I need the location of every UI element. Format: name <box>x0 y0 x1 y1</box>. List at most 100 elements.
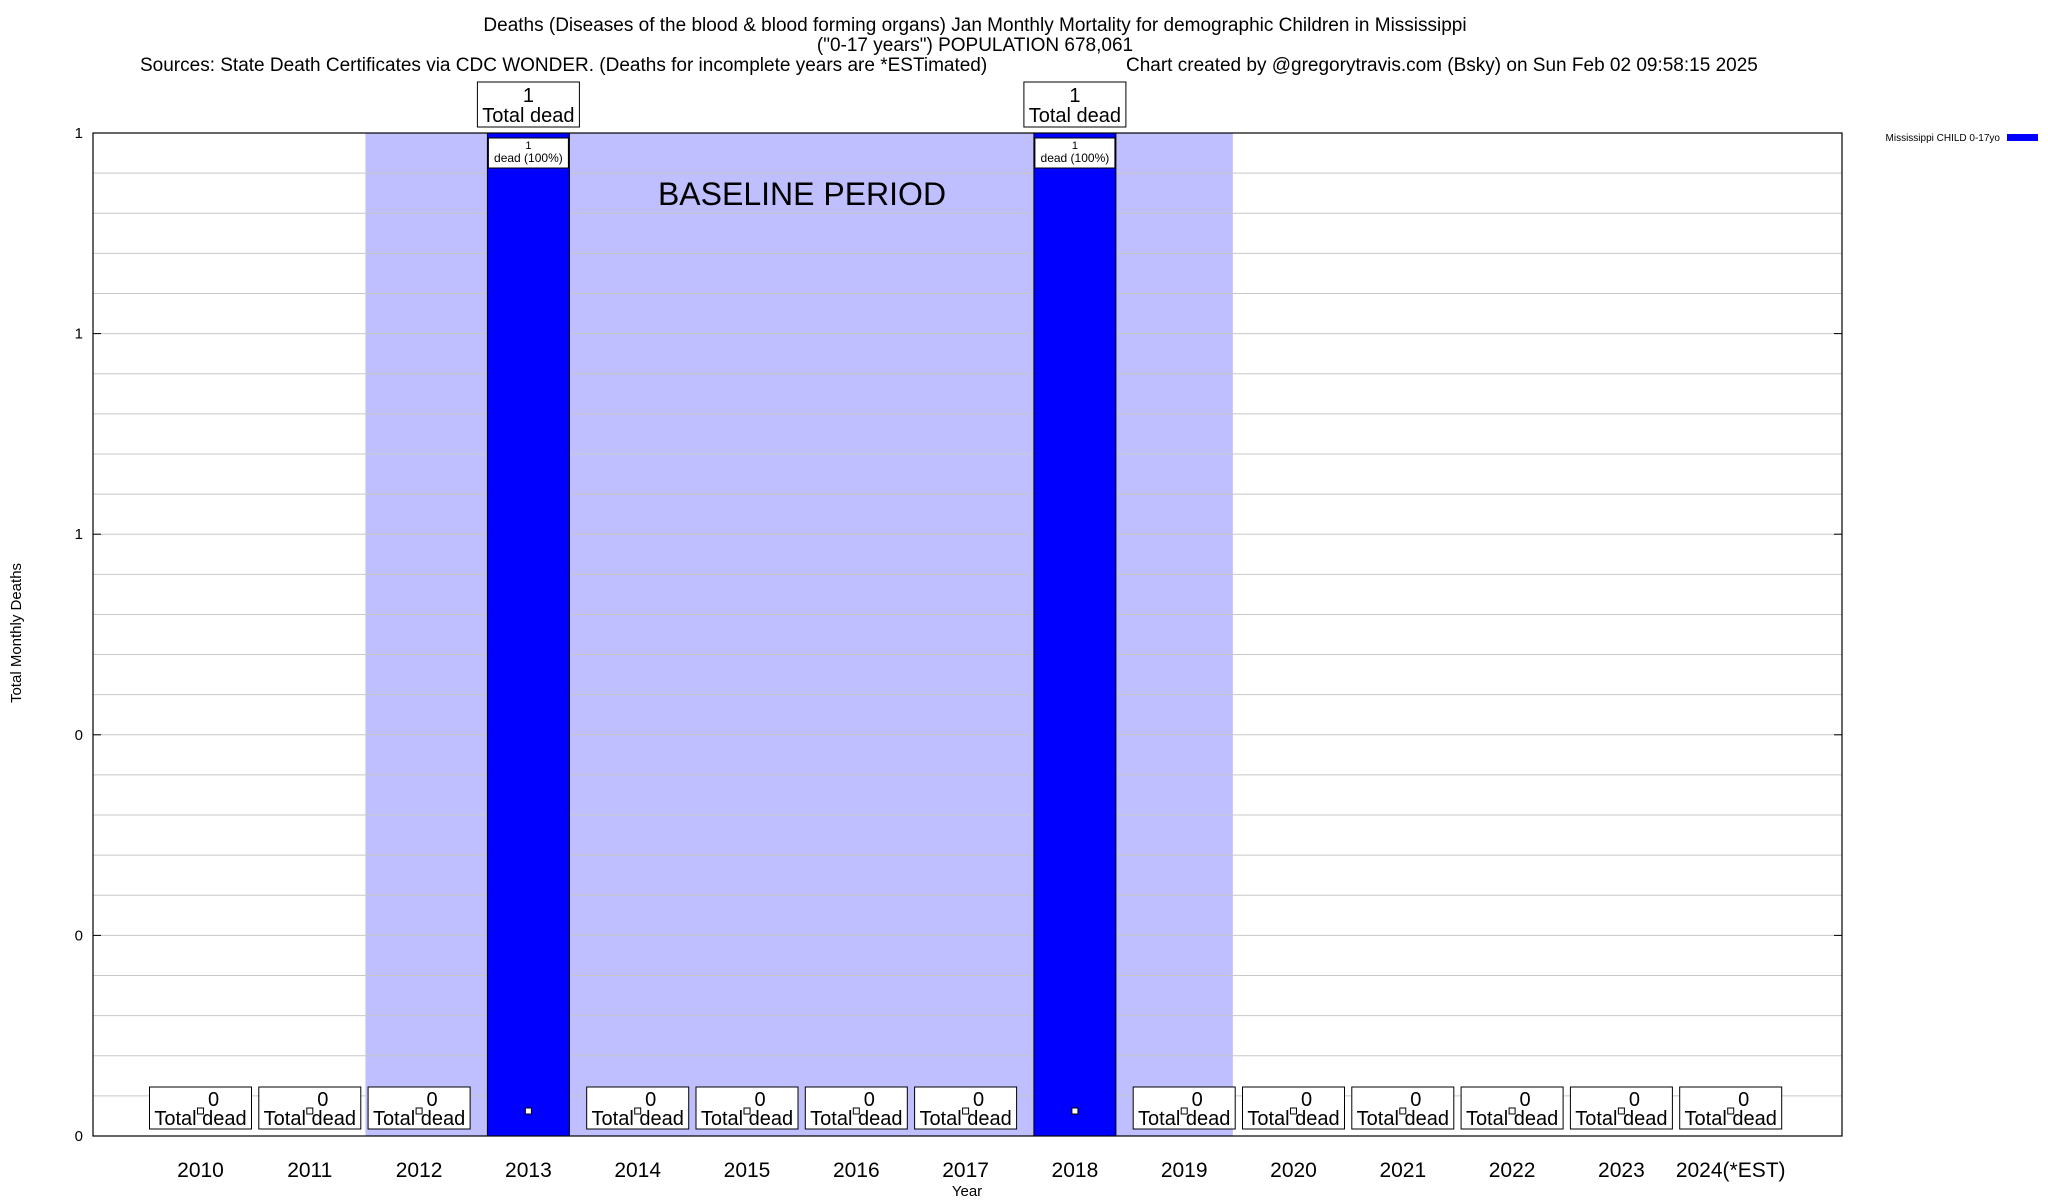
x-tick-label: 2012 <box>396 1159 443 1182</box>
total-label-text: Total dead <box>154 1108 246 1130</box>
x-tick-marker <box>962 1107 970 1115</box>
total-label-text: Total dead <box>592 1108 684 1130</box>
x-tick-marker <box>743 1107 751 1115</box>
x-axis-label: Year <box>952 1183 982 1200</box>
y-axis-label: Total Monthly Deaths <box>8 563 25 703</box>
total-label-value: 0 <box>973 1089 984 1111</box>
x-tick-label: 2024(*EST) <box>1676 1159 1786 1182</box>
plot-frame <box>92 132 1843 1137</box>
x-tick-marker <box>415 1107 423 1115</box>
total-label-text: Total dead <box>1685 1108 1777 1130</box>
x-tick-label: 2018 <box>1052 1159 1099 1182</box>
total-label-value: 1 <box>1069 85 1080 107</box>
x-tick-label: 2016 <box>833 1159 880 1182</box>
y-tick-label: 0 <box>75 727 83 744</box>
y-tick-label: 0 <box>75 927 83 944</box>
x-tick-marker <box>1399 1107 1407 1115</box>
bar-label-text: dead (100%) <box>494 151 563 165</box>
total-label-value: 0 <box>645 1089 656 1111</box>
total-label-text: Total dead <box>1138 1108 1230 1130</box>
total-label-box <box>586 1086 690 1130</box>
total-label-text: Total dead <box>264 1108 356 1130</box>
total-label-value: 0 <box>754 1089 765 1111</box>
total-label-value: 0 <box>208 1089 219 1111</box>
total-label-box <box>1023 81 1127 128</box>
bar-label-value: 1 <box>525 140 531 152</box>
total-label-box <box>804 1086 908 1130</box>
x-tick-label: 2014 <box>614 1159 661 1182</box>
total-label-value: 0 <box>1738 1089 1749 1111</box>
x-tick-label: 2013 <box>505 1159 552 1182</box>
total-label-text: Total dead <box>701 1108 793 1130</box>
baseline-label: BASELINE PERIOD <box>658 176 946 212</box>
x-tick-marker <box>306 1107 314 1115</box>
x-tick-label: 2019 <box>1161 1159 1208 1182</box>
x-tick-label: 2017 <box>942 1159 989 1182</box>
total-label-value: 1 <box>523 85 534 107</box>
x-tick-marker <box>1617 1107 1625 1115</box>
x-tick-marker <box>634 1107 642 1115</box>
y-tick-label: 0 <box>75 1128 83 1145</box>
total-label-text: Total dead <box>1029 105 1121 127</box>
x-tick-label: 2022 <box>1489 1159 1536 1182</box>
x-tick-marker <box>1180 1107 1188 1115</box>
y-tick-label: 1 <box>75 125 83 142</box>
x-tick-label: 2015 <box>724 1159 771 1182</box>
legend-swatch <box>2007 134 2038 141</box>
total-label-text: Total dead <box>373 1108 465 1130</box>
bar-label-value: 1 <box>1072 140 1078 152</box>
x-tick-label: 2010 <box>177 1159 224 1182</box>
x-tick-marker <box>197 1107 204 1115</box>
total-label-text: Total dead <box>919 1108 1011 1130</box>
total-label-text: Total dead <box>810 1108 902 1130</box>
total-label-value: 0 <box>1301 1089 1312 1111</box>
x-tick-marker <box>1290 1107 1297 1115</box>
total-label-value: 0 <box>427 1089 438 1111</box>
bar-label-box <box>487 137 569 169</box>
total-label-text: Total dead <box>1575 1108 1667 1130</box>
bar <box>486 132 570 1137</box>
y-tick-label: 1 <box>75 326 83 343</box>
legend: Mississippi CHILD 0-17yo <box>1886 133 2038 144</box>
total-label-value: 0 <box>317 1089 328 1111</box>
x-tick-marker <box>1727 1107 1735 1115</box>
total-label-text: Total dead <box>1466 1108 1558 1130</box>
x-tick-marker <box>852 1107 860 1115</box>
chart-sources: Sources: State Death Certificates via CD… <box>140 55 987 76</box>
bar-label-box <box>1034 137 1116 169</box>
total-label-box <box>476 81 580 128</box>
bar <box>1033 132 1117 1137</box>
chart-credit: Chart created by @gregorytravis.com (Bsk… <box>1126 55 1758 76</box>
total-label-text: Total dead <box>482 105 574 127</box>
x-tick-label: 2021 <box>1379 1159 1426 1182</box>
total-label-text: Total dead <box>1357 1108 1449 1130</box>
chart-subtitle: ("0-17 years") POPULATION 678,061 <box>817 35 1133 56</box>
x-tick-label: 2020 <box>1270 1159 1317 1182</box>
x-tick-label: 2023 <box>1598 1159 1645 1182</box>
x-tick-label: 2011 <box>287 1159 332 1182</box>
x-tick-marker <box>524 1107 532 1115</box>
y-tick-label: 1 <box>75 526 83 543</box>
x-tick-marker <box>1508 1107 1516 1115</box>
total-label-value: 0 <box>1520 1089 1531 1111</box>
legend-label: Mississippi CHILD 0-17yo <box>1886 133 2001 144</box>
total-label-value: 0 <box>864 1089 875 1111</box>
total-label-value: 0 <box>1410 1089 1421 1111</box>
bar-label-text: dead (100%) <box>1041 151 1110 165</box>
x-tick-marker <box>1071 1107 1079 1115</box>
chart-title: Deaths (Diseases of the blood & blood fo… <box>483 15 1466 36</box>
total-label-box <box>367 1086 471 1130</box>
